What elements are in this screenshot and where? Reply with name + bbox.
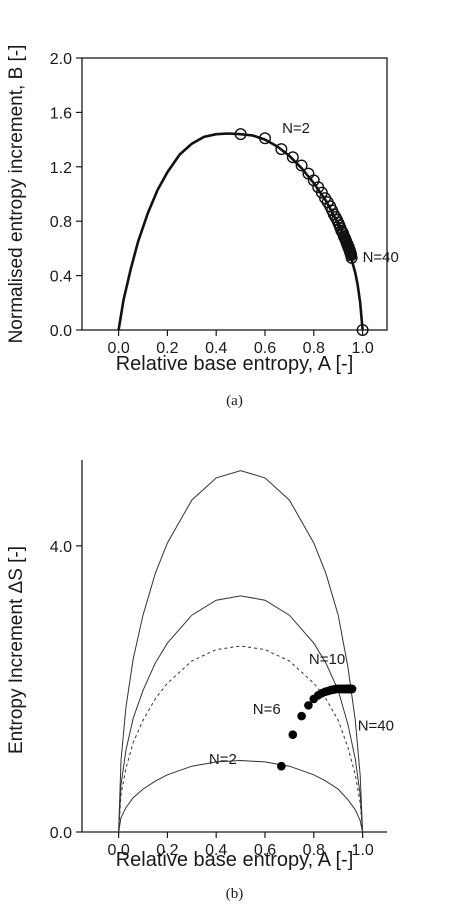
annotation-label: N=40	[358, 717, 394, 734]
panel-b-points	[277, 684, 357, 771]
data-point	[288, 730, 298, 740]
panel-a-caption: (a)	[226, 393, 243, 409]
dashed-curve	[118, 645, 364, 833]
panel-a-ticks: 0.0 0.2 0.4 0.6 0.8 1.0 0.0 0.4 0.8 1.2 1.6 2.0	[50, 51, 374, 357]
data-point	[347, 684, 357, 694]
x-tick-label: 0.4	[205, 842, 227, 859]
panel-b-ticks: 0.0 0.2 0.4 0.6 0.8 1.0 0.0 4.0	[50, 539, 374, 859]
data-point	[277, 761, 286, 771]
x-tick-label: 0.2	[156, 340, 178, 357]
x-tick-label: 0.0	[107, 842, 129, 859]
panel-a-points	[234, 128, 369, 337]
panel-a: 0.0 0.2 0.4 0.6 0.8 1.0 0.0 0.4 0.8 1.2 1.6 2.0 N=2…	[6, 45, 399, 409]
panel-b-caption: (b)	[226, 886, 244, 902]
y-tick-label: 1.2	[50, 160, 72, 177]
data-point	[345, 251, 358, 264]
annotation-label: N=40	[363, 249, 399, 266]
x-tick-label: 0.0	[107, 340, 129, 357]
x-tick-label: 0.8	[303, 340, 325, 357]
solid-curve	[118, 595, 364, 833]
data-point	[286, 151, 299, 164]
panel-b-curves	[118, 470, 364, 833]
y-tick-label: 2.0	[50, 51, 72, 68]
x-tick-label: 0.6	[254, 340, 276, 357]
y-tick-label: 0.0	[50, 825, 72, 842]
y-tick-label: 0.0	[50, 323, 72, 340]
y-tick-label: 4.0	[50, 539, 72, 556]
data-point	[259, 132, 272, 145]
y-tick-label: 0.4	[50, 269, 72, 286]
x-tick-label: 0.8	[303, 842, 325, 859]
panel-a-axes-frame	[81, 57, 388, 331]
x-tick-label: 0.6	[254, 842, 276, 859]
data-point	[304, 701, 313, 710]
panel-b-x-axis-label: Relative base entropy, A [-]	[116, 849, 354, 871]
data-point	[295, 159, 308, 172]
data-point	[356, 324, 369, 337]
x-tick-label: 1.0	[351, 340, 373, 357]
data-point	[297, 711, 306, 721]
panel-b: 0.0 0.2 0.4 0.6 0.8 1.00.04.0 N=2N=6N=10N=40 …	[6, 460, 394, 902]
panel-a-annotations: N=2 N=40	[282, 120, 399, 266]
series-curve	[117, 132, 364, 331]
panel-a-curve-group	[117, 132, 364, 331]
panel-b-y-axis-label: Entropy Increment ΔS [-]	[6, 546, 27, 754]
x-tick-label: 0.2	[156, 842, 178, 859]
y-tick-label: 0.8	[50, 214, 72, 231]
annotation-label: N=2	[209, 751, 237, 768]
annotation-label: N=6	[253, 701, 281, 718]
annotation-label: N=10	[309, 651, 345, 668]
solid-curve	[118, 470, 364, 833]
x-tick-label: 1.0	[351, 842, 373, 859]
data-point	[234, 128, 247, 141]
panel-a-x-axis-label: Relative base entropy, A [-]	[116, 353, 354, 375]
data-point	[275, 143, 288, 156]
panel-b-annotations: N=2 N=6 N=10 N=40	[209, 651, 394, 768]
y-tick-label: 1.6	[50, 105, 72, 122]
annotation-label: N=2	[282, 120, 310, 137]
solid-curve	[118, 759, 364, 833]
x-tick-label: 0.4	[205, 340, 227, 357]
panel-a-y-axis-label: Normalised entropy increment, B [-]	[6, 45, 27, 344]
